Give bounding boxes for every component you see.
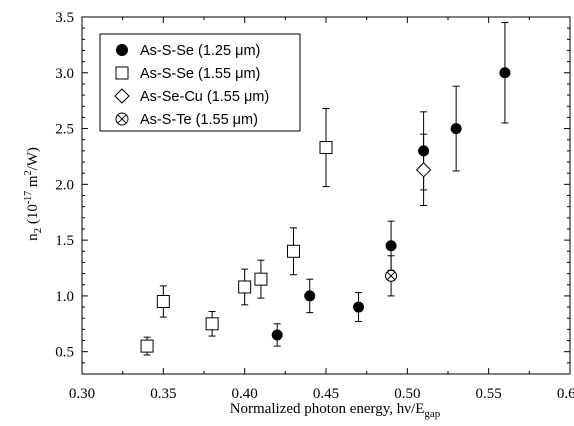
data-point-filled-circle <box>304 290 316 302</box>
y-tick-label: 1.0 <box>55 289 74 305</box>
legend: As-S-Se (1.25 μm) As-S-Se (1.55 μm) As-S… <box>99 33 301 132</box>
y-tick-label: 3.5 <box>55 10 74 26</box>
y-tick-label: 0.5 <box>55 345 74 361</box>
legend-entry-as-se-cu-155: As-Se-Cu (1.55 μm) <box>114 88 269 105</box>
y-axis-title-exp1: -17 <box>23 191 34 204</box>
data-point-filled-circle <box>271 329 283 341</box>
data-point-circle-x <box>385 269 398 282</box>
y-axis-title-exp2: 2 <box>23 170 34 175</box>
x-tick-label: 0.55 <box>476 386 502 402</box>
x-tick-label: 0.45 <box>313 386 339 402</box>
legend-marker-open-diamond-icon <box>114 88 130 104</box>
data-point-filled-circle <box>385 240 397 252</box>
x-tick-label: 0.40 <box>232 386 258 402</box>
data-point-filled-circle <box>450 123 462 135</box>
y-axis-title-mid: (10 <box>25 204 41 228</box>
x-axis-title-sub: gap <box>424 408 440 420</box>
x-axis-title: Normalized photon energy, hν/Egap <box>230 401 441 420</box>
y-axis-title-n: n <box>25 233 41 241</box>
legend-entry-as-s-se-155: As-S-Se (1.55 μm) <box>115 66 260 82</box>
x-tick-label: 0.60 <box>557 386 574 402</box>
legend-marker-filled-circle-icon <box>116 44 128 56</box>
y-tick-label: 1.5 <box>55 233 74 249</box>
y-tick-label: 3.0 <box>55 66 74 82</box>
data-point-open-square <box>286 244 300 258</box>
data-point-filled-circle <box>499 67 511 79</box>
data-point-open-square <box>140 339 154 353</box>
data-markers <box>140 67 511 353</box>
legend-marker-circle-x-icon <box>115 112 129 126</box>
x-tick-label: 0.50 <box>394 386 420 402</box>
legend-label: As-S-Te (1.55 μm) <box>140 112 258 128</box>
ticks: 0.30 0.35 0.40 0.45 0.50 0.55 0.60 0.5 1.0 1.5 2.0… <box>55 10 574 402</box>
data-point-open-square <box>156 294 170 308</box>
y-tick-label: 2.0 <box>55 177 74 193</box>
circle-x-stroke <box>386 271 396 281</box>
data-point-open-square <box>254 272 268 286</box>
y-axis-title: n2 (10-17 m2/W) <box>23 147 44 241</box>
y-tick-label: 2.5 <box>55 122 74 138</box>
data-point-open-diamond <box>415 162 432 178</box>
legend-entry-as-s-se-125: As-S-Se (1.25 μm) <box>116 43 260 59</box>
legend-box <box>99 33 301 132</box>
data-point-filled-circle <box>353 301 365 313</box>
legend-label: As-Se-Cu (1.55 μm) <box>140 89 269 105</box>
x-tick-label: 0.35 <box>150 386 176 402</box>
y-axis-title-sub: 2 <box>32 228 44 234</box>
x-tick-label: 0.30 <box>69 386 95 402</box>
data-point-filled-circle <box>418 145 430 157</box>
data-point-open-square <box>238 280 252 294</box>
legend-label: As-S-Se (1.25 μm) <box>140 43 260 59</box>
legend-entry-as-s-te-155: As-S-Te (1.55 μm) <box>115 112 258 128</box>
data-point-open-square <box>319 141 333 155</box>
x-axis-title-main: Normalized photon energy, hν/E <box>230 401 425 417</box>
legend-marker-open-square-icon <box>115 66 129 80</box>
legend-label: As-S-Se (1.55 μm) <box>140 66 260 82</box>
y-axis-title-post: /W) <box>25 147 41 170</box>
data-point-open-square <box>205 317 219 331</box>
y-axis-title-m: m <box>25 175 41 191</box>
